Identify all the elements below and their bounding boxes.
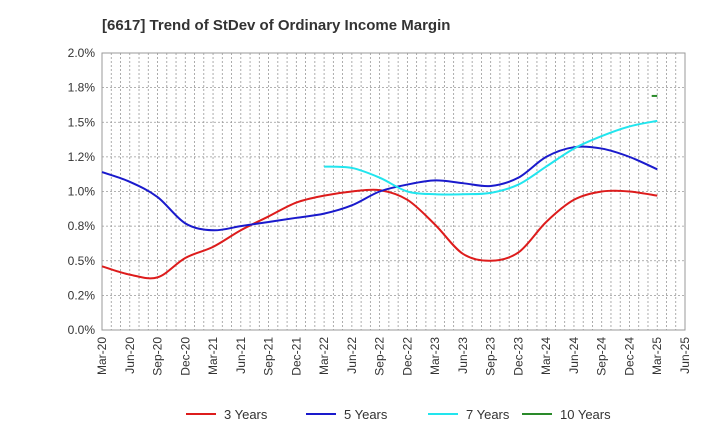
x-tick-label: Mar-22	[317, 337, 331, 375]
series-lines	[101, 94, 658, 280]
x-tick-label: Jun-21	[234, 337, 248, 374]
y-tick-label: 1.5%	[68, 115, 96, 129]
y-tick-label: 0.2%	[68, 288, 96, 302]
x-tick-label: Jun-20	[123, 337, 137, 374]
y-tick-label: 1.2%	[68, 150, 96, 164]
x-tick-label: Mar-20	[95, 337, 109, 375]
x-tick-label: Dec-24	[622, 337, 636, 376]
x-tick-label: Dec-21	[289, 337, 303, 376]
x-tick-label: Sep-23	[484, 337, 498, 376]
y-tick-label: 1.8%	[68, 81, 96, 95]
y-tick-label: 0.0%	[68, 323, 96, 337]
series-line-5-years	[101, 145, 658, 232]
series-line-3-years	[101, 188, 658, 280]
x-tick-label: Sep-24	[595, 337, 609, 376]
y-axis: 0.0% 0.2% 0.5% 0.8% 1.0% 1.2% 1.5% 1.8% 2.0%	[68, 46, 96, 337]
x-tick-label: Sep-22	[373, 337, 387, 376]
series-line-7-years	[324, 119, 658, 196]
legend: 3 Years 5 Years 7 Years 10 Years	[186, 407, 611, 422]
x-tick-label: Jun-23	[456, 337, 470, 374]
x-tick-label: Jun-25	[678, 337, 692, 374]
y-tick-label: 0.8%	[68, 219, 96, 233]
x-axis: Mar-20 Jun-20 Sep-20 Dec-20 Mar-21 Jun-21 Sep-…	[95, 337, 692, 376]
x-tick-label: Mar-24	[539, 337, 553, 375]
chart-title: [6617] Trend of StDev of Ordinary Income…	[102, 17, 450, 34]
grid	[101, 52, 686, 331]
x-tick-label: Dec-20	[178, 337, 192, 376]
x-tick-label: Sep-21	[262, 337, 276, 376]
x-tick-label: Jun-24	[567, 337, 581, 374]
x-tick-label: Mar-21	[206, 337, 220, 375]
legend-label: 7 Years	[466, 407, 510, 422]
legend-label: 3 Years	[224, 407, 268, 422]
x-tick-label: Mar-25	[650, 337, 664, 375]
y-tick-label: 0.5%	[68, 254, 96, 268]
legend-label: 10 Years	[560, 407, 611, 422]
x-tick-label: Dec-23	[511, 337, 525, 376]
y-tick-label: 2.0%	[68, 46, 96, 60]
y-tick-label: 1.0%	[68, 185, 96, 199]
x-tick-label: Dec-22	[400, 337, 414, 376]
x-tick-label: Mar-23	[428, 337, 442, 375]
x-tick-label: Sep-20	[151, 337, 165, 376]
legend-label: 5 Years	[344, 407, 388, 422]
x-tick-label: Jun-22	[345, 337, 359, 374]
